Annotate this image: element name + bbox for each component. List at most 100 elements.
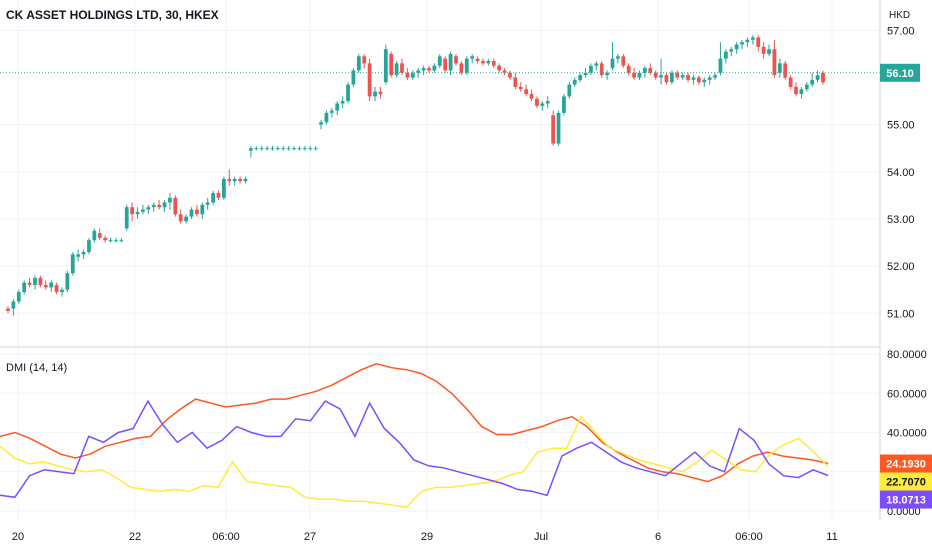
candle: [713, 72, 717, 80]
candle: [114, 237, 118, 243]
candle: [427, 65, 431, 73]
indicator-title[interactable]: DMI (14, 14): [6, 362, 68, 374]
candle-body: [65, 273, 70, 290]
candle-body: [443, 58, 448, 71]
candle-body: [745, 39, 750, 43]
candle-body: [70, 254, 75, 274]
candle: [211, 190, 215, 205]
candle-body: [238, 178, 242, 182]
candle: [11, 299, 16, 316]
candle-body: [788, 77, 793, 87]
candle-body: [189, 209, 194, 217]
dmi-value-badge: [880, 454, 932, 473]
candle: [27, 277, 32, 288]
candle-body: [653, 72, 658, 78]
candle-body: [173, 197, 178, 215]
candle-body: [195, 209, 199, 215]
candle: [281, 145, 286, 151]
candle-body: [162, 202, 167, 208]
candle: [178, 209, 183, 224]
candle: [454, 53, 458, 66]
candle: [745, 37, 750, 47]
candle: [804, 82, 809, 92]
candle: [718, 42, 723, 76]
time-tick-label: 22: [129, 531, 141, 543]
candle: [491, 58, 496, 69]
price-candles: [0, 35, 880, 316]
candle: [470, 53, 475, 64]
candle-body: [437, 56, 442, 66]
candle-body: [432, 65, 437, 71]
candle: [356, 53, 361, 73]
candle: [448, 51, 453, 76]
time-tick-label: 06:00: [735, 531, 763, 543]
candle: [362, 53, 367, 69]
candle: [97, 228, 102, 241]
candle-body: [275, 148, 280, 150]
candle-body: [502, 70, 507, 73]
candle: [815, 70, 820, 83]
candle-body: [178, 214, 183, 222]
dmi-value-label: 22.7070: [886, 477, 926, 489]
candle-body: [130, 207, 135, 215]
candle-body: [11, 301, 16, 309]
candle-body: [491, 61, 496, 66]
candle-body: [254, 148, 259, 150]
candle-body: [297, 148, 302, 150]
candle-body: [135, 211, 140, 215]
candle-body: [405, 72, 410, 78]
candle: [119, 237, 124, 243]
candle: [383, 44, 388, 85]
candle-body: [470, 56, 475, 59]
candle-body: [410, 72, 415, 78]
candle-body: [38, 277, 43, 285]
candle-body: [329, 110, 334, 113]
candle-body: [383, 49, 388, 83]
dmi-axis[interactable]: 0.000020.000040.000060.000080.000024.193…: [880, 349, 932, 518]
candle-body: [141, 209, 145, 212]
candle: [421, 65, 426, 76]
candle-body: [610, 58, 615, 69]
dmi-value-label: 18.0713: [886, 495, 926, 507]
candle-body: [151, 204, 156, 208]
candle: [373, 86, 377, 102]
candle-body: [675, 72, 680, 78]
candle: [216, 190, 221, 201]
candle-body: [389, 53, 394, 76]
candle-body: [551, 115, 556, 144]
candle: [302, 145, 307, 151]
candle-body: [464, 58, 469, 73]
candle-body: [216, 193, 221, 198]
candle: [589, 63, 593, 76]
candle: [33, 275, 37, 290]
candle: [70, 251, 75, 276]
candle: [648, 63, 653, 76]
candle: [772, 39, 777, 78]
candle: [723, 49, 728, 64]
chart-title: CK ASSET HOLDINGS LTD, 30, HKEX: [6, 8, 219, 22]
candle: [572, 77, 577, 87]
candle-body: [22, 282, 27, 293]
candle-body: [119, 240, 124, 242]
candle-body: [27, 282, 32, 285]
candle: [497, 63, 502, 73]
candle: [351, 68, 356, 87]
candle-body: [340, 101, 345, 104]
last-price-label: 56.10: [886, 68, 914, 80]
candle: [270, 145, 275, 151]
candle-body: [691, 77, 696, 80]
candle-body: [281, 148, 286, 150]
candle-body: [686, 75, 690, 80]
time-axis[interactable]: 20 22 06:00 27 29 Jul 6 06:00 11: [12, 531, 838, 543]
candle-body: [92, 230, 97, 241]
candle-body: [232, 178, 237, 182]
candle: [729, 46, 734, 57]
candle-body: [669, 72, 674, 83]
candle-body: [60, 289, 64, 293]
candle: [761, 42, 766, 59]
candle-body: [481, 61, 485, 64]
candle-body: [734, 44, 739, 50]
candle: [389, 51, 394, 78]
candle: [799, 86, 804, 99]
